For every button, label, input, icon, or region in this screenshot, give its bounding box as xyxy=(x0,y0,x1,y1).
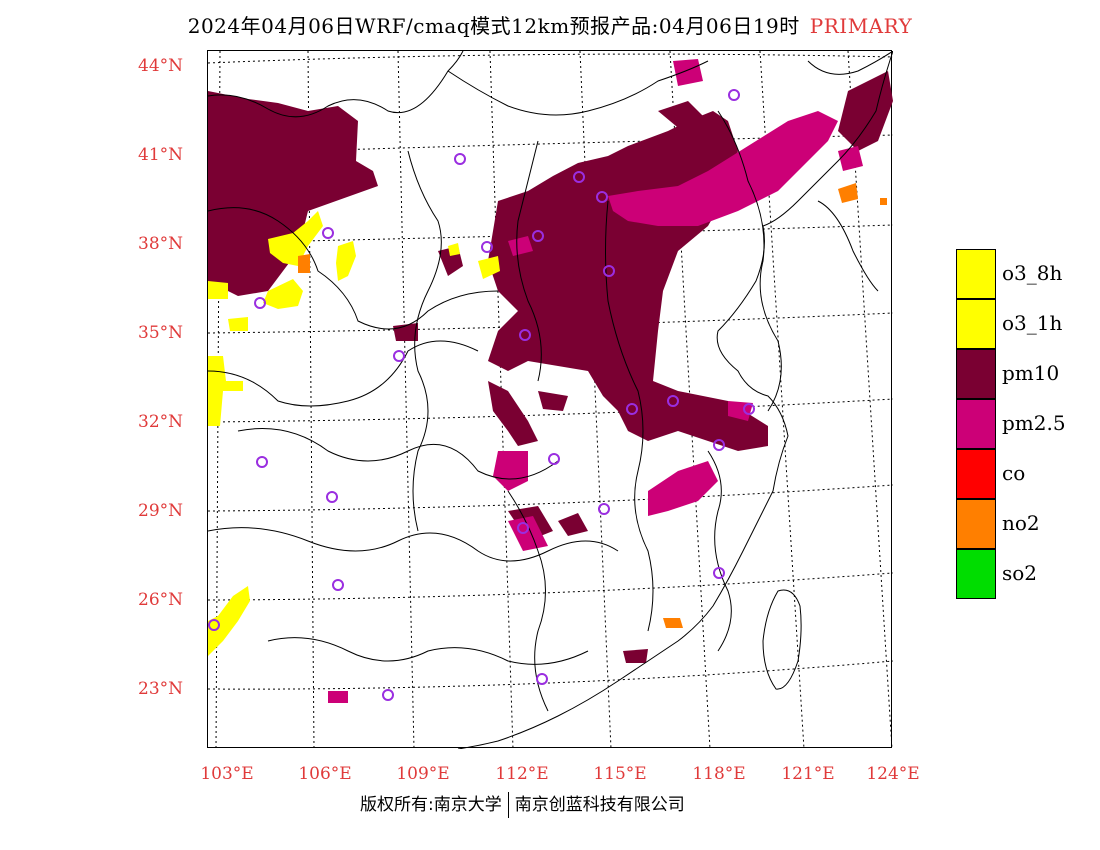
legend-swatch xyxy=(956,549,996,599)
site-marker xyxy=(393,350,405,362)
legend-label: pm10 xyxy=(1002,361,1060,385)
site-marker xyxy=(713,567,725,579)
legend-swatch xyxy=(956,349,996,399)
lat-label-38: 38°N xyxy=(138,234,184,254)
site-marker xyxy=(519,329,531,341)
site-marker xyxy=(322,227,334,239)
boundary-lines xyxy=(208,51,893,712)
legend-swatch xyxy=(956,499,996,549)
site-marker xyxy=(254,297,266,309)
footer-right: 南京创蓝科技有限公司 xyxy=(514,795,685,815)
lon-label-103: 103°E xyxy=(200,764,254,784)
legend-swatch xyxy=(956,399,996,449)
o3-areas xyxy=(208,211,500,656)
lon-label-112: 112°E xyxy=(495,764,549,784)
lon-label-121: 121°E xyxy=(781,764,835,784)
lon-label-115: 115°E xyxy=(593,764,647,784)
no2-areas xyxy=(298,183,887,628)
pm25-areas xyxy=(328,59,863,703)
lat-label-41: 41°N xyxy=(138,145,184,165)
legend-label: co xyxy=(1002,461,1026,485)
site-marker xyxy=(532,230,544,242)
site-marker xyxy=(713,439,725,451)
site-marker xyxy=(536,673,548,685)
site-marker xyxy=(596,191,608,203)
site-marker xyxy=(728,89,740,101)
legend-swatch xyxy=(956,299,996,349)
site-marker xyxy=(598,503,610,515)
lat-label-29: 29°N xyxy=(138,501,184,521)
site-marker xyxy=(603,265,615,277)
site-marker xyxy=(626,403,638,415)
lat-label-32: 32°N xyxy=(138,412,184,432)
footer-left: 版权所有:南京大学 xyxy=(360,795,502,815)
site-marker xyxy=(573,171,585,183)
site-marker xyxy=(382,689,394,701)
lat-label-23: 23°N xyxy=(138,679,184,699)
site-marker xyxy=(743,403,755,415)
lon-label-124: 124°E xyxy=(866,764,920,784)
site-marker xyxy=(332,579,344,591)
lat-label-44: 44°N xyxy=(138,56,184,76)
site-marker xyxy=(256,456,268,468)
site-marker xyxy=(208,619,220,631)
lon-label-109: 109°E xyxy=(396,764,450,784)
footer-divider xyxy=(507,792,509,818)
legend-label: o3_1h xyxy=(1002,311,1063,335)
legend-label: no2 xyxy=(1002,511,1040,535)
site-markers xyxy=(208,89,755,701)
pollution-map xyxy=(208,51,893,749)
lon-label-118: 118°E xyxy=(692,764,746,784)
legend-swatch xyxy=(956,249,996,299)
site-marker xyxy=(481,241,493,253)
site-marker xyxy=(326,491,338,503)
map-frame xyxy=(207,50,893,749)
title-main: 2024年04月06日WRF/cmaq模式12km预报产品:04月06日19时 xyxy=(187,14,800,38)
coastline xyxy=(457,51,893,749)
copyright-footer: 版权所有:南京大学 南京创蓝科技有限公司 xyxy=(360,790,685,818)
lat-label-26: 26°N xyxy=(138,590,184,610)
site-marker xyxy=(517,522,529,534)
site-marker xyxy=(548,453,560,465)
legend-swatch xyxy=(956,449,996,499)
legend-label: o3_8h xyxy=(1002,261,1063,285)
map-title: 2024年04月06日WRF/cmaq模式12km预报产品:04月06日19时 P… xyxy=(0,10,1100,39)
site-marker xyxy=(454,153,466,165)
title-tag: PRIMARY xyxy=(809,14,913,38)
legend-label: so2 xyxy=(1002,561,1038,585)
legend-label: pm2.5 xyxy=(1002,411,1066,435)
site-marker xyxy=(667,395,679,407)
lon-label-106: 106°E xyxy=(298,764,352,784)
lat-label-35: 35°N xyxy=(138,323,184,343)
